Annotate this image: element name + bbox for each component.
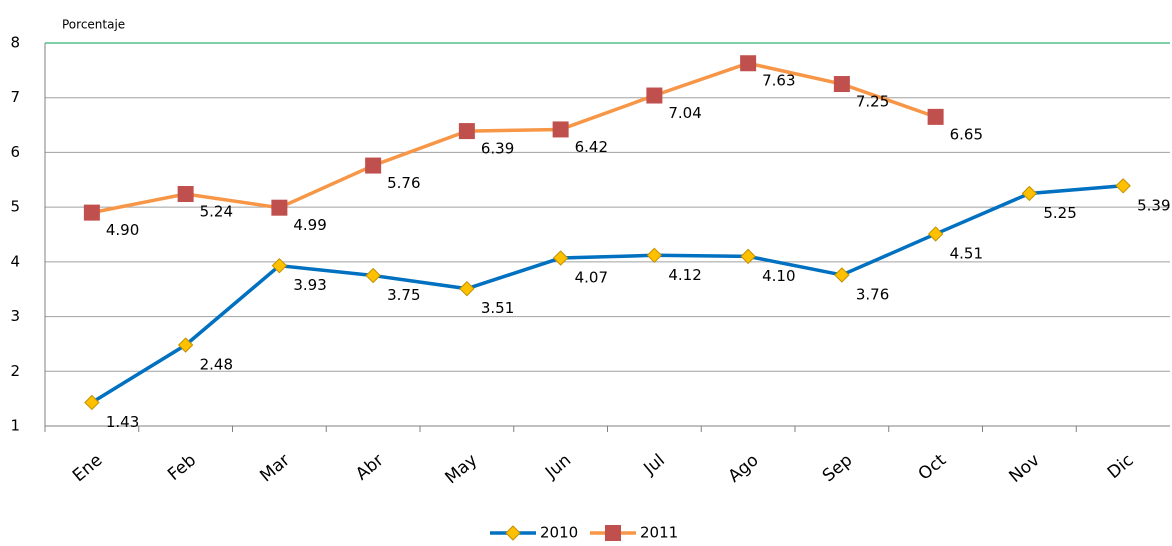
data-label: 6.65 <box>950 125 983 143</box>
marker <box>459 280 475 297</box>
x-tick-label: Abr <box>352 450 387 484</box>
marker <box>605 525 621 541</box>
data-label: 5.24 <box>200 203 233 221</box>
y-tick-label: 6 <box>10 143 20 161</box>
data-label: 4.90 <box>106 221 139 239</box>
marker <box>365 157 382 174</box>
marker <box>365 267 381 284</box>
data-label: 5.39 <box>1137 196 1170 214</box>
x-tick-label: Dic <box>1104 450 1138 483</box>
series-line <box>90 184 1124 404</box>
y-tick-label: 7 <box>10 88 20 106</box>
x-tick-label: Jul <box>639 450 668 479</box>
marker <box>1021 185 1038 202</box>
legend-label: 2010 <box>540 524 578 542</box>
marker <box>458 123 475 140</box>
x-tick-label: Sep <box>819 450 856 486</box>
marker <box>1115 178 1131 194</box>
y-tick-label: 3 <box>10 307 20 325</box>
data-label: 5.76 <box>387 174 420 192</box>
marker <box>83 204 100 221</box>
x-tick-label: Nov <box>1006 450 1044 487</box>
x-tick-label: Jun <box>541 450 575 483</box>
legend-label: 2011 <box>640 524 678 542</box>
y-tick-label: 8 <box>10 34 20 52</box>
data-label: 6.39 <box>481 140 514 158</box>
y-tick-label: 5 <box>10 198 20 216</box>
marker <box>833 76 850 93</box>
marker <box>927 226 944 242</box>
data-label: 1.43 <box>106 413 139 431</box>
marker <box>927 108 944 125</box>
data-label: 6.42 <box>575 138 608 156</box>
data-label: 4.10 <box>762 267 795 285</box>
marker <box>177 186 194 203</box>
data-label: 3.75 <box>387 286 420 304</box>
data-label: 4.99 <box>293 216 326 234</box>
marker <box>740 248 756 265</box>
marker <box>552 250 569 266</box>
data-label: 7.63 <box>762 72 795 90</box>
data-label: 3.93 <box>293 276 326 294</box>
data-label: 7.25 <box>856 93 889 111</box>
y-tick-label: 1 <box>10 417 20 435</box>
y-tick-label: 2 <box>10 362 20 380</box>
x-tick-label: Oct <box>915 450 951 484</box>
y-axis-title: Porcentaje <box>62 18 125 32</box>
data-label: 5.25 <box>1043 204 1076 222</box>
marker <box>740 55 757 72</box>
x-tick-label: Ene <box>69 450 106 486</box>
data-label: 2.48 <box>200 356 233 374</box>
marker <box>505 525 521 541</box>
marker <box>646 247 663 263</box>
y-tick-label: 4 <box>10 252 20 270</box>
marker <box>834 267 850 283</box>
data-label: 4.12 <box>668 266 701 284</box>
data-label: 4.51 <box>950 244 983 262</box>
data-label: 3.76 <box>856 285 889 303</box>
x-tick-label: May <box>442 450 482 488</box>
series-line <box>91 61 937 215</box>
x-tick-label: Feb <box>164 450 200 485</box>
x-tick-label: Mar <box>256 450 293 486</box>
marker <box>177 337 194 353</box>
data-label: 7.04 <box>668 104 701 122</box>
marker <box>271 257 288 274</box>
marker <box>552 121 569 138</box>
data-label: 4.07 <box>575 269 608 287</box>
marker <box>84 394 100 411</box>
marker <box>646 87 663 104</box>
data-label: 3.51 <box>481 299 514 317</box>
x-tick-label: Ago <box>725 450 763 486</box>
marker <box>271 199 288 216</box>
